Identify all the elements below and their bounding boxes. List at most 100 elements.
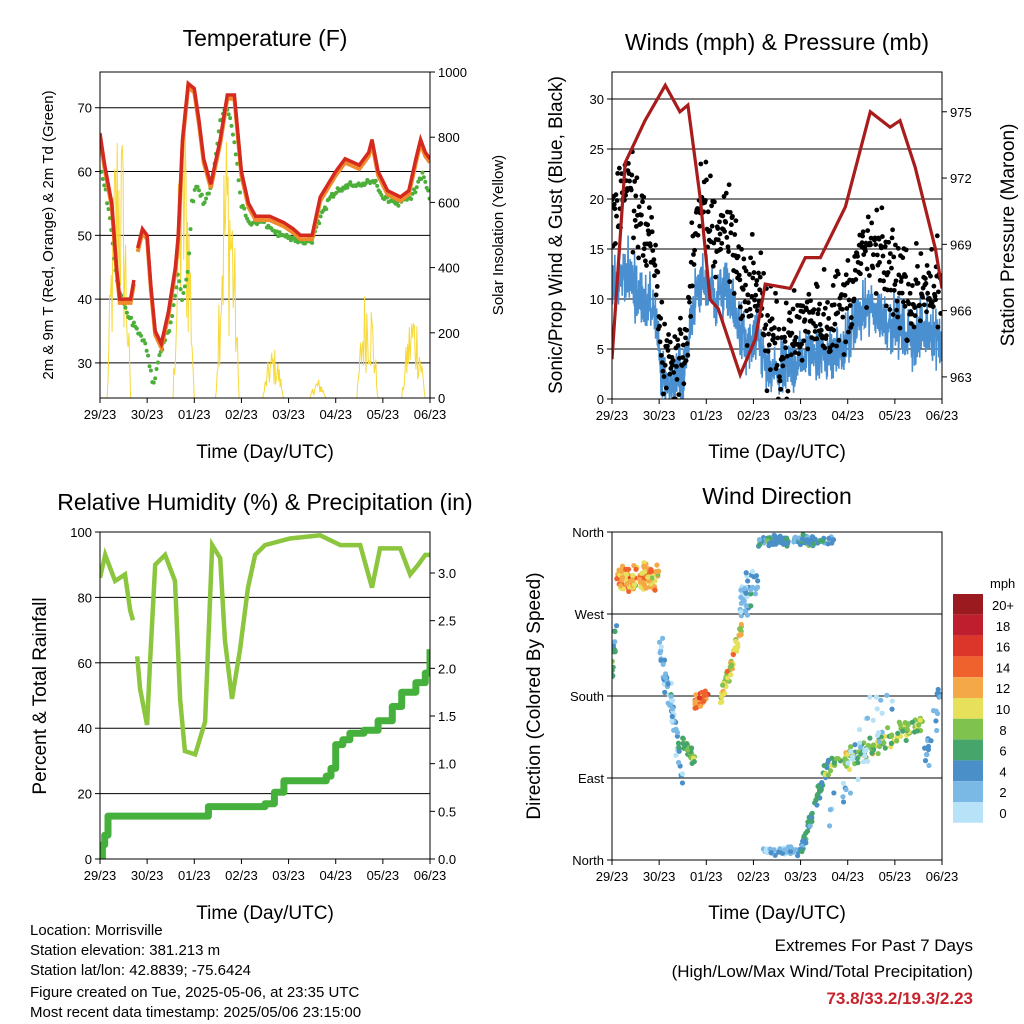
gust-point <box>870 265 876 271</box>
gust-point <box>870 252 876 258</box>
gust-point <box>887 251 893 257</box>
y-right-tick-label: 1.5 <box>438 709 456 724</box>
gust-point <box>686 295 692 301</box>
gust-point <box>657 339 663 345</box>
wind-direction-point <box>660 635 666 641</box>
wind-direction-point <box>835 755 841 762</box>
wind-direction-point <box>743 570 749 576</box>
legend-label: 8 <box>999 723 1006 738</box>
dewpoint-point <box>229 123 234 128</box>
dewpoint-point <box>317 221 322 226</box>
legend-label: 2 <box>999 785 1006 800</box>
wind-direction-point <box>752 591 758 597</box>
gust-point <box>689 283 695 289</box>
gust-point <box>711 240 717 246</box>
gust-point <box>931 283 937 289</box>
gust-point <box>855 253 860 259</box>
gust-point <box>835 310 841 316</box>
gust-point <box>917 302 923 308</box>
dewpoint-point <box>181 291 186 296</box>
gust-point <box>906 281 911 287</box>
wind-direction-point <box>826 535 832 542</box>
wind-direction-point <box>675 759 682 766</box>
wind-direction-point <box>669 706 676 712</box>
wind-direction-point <box>719 699 725 705</box>
wind-direction-point <box>888 733 894 740</box>
gust-point <box>821 311 826 317</box>
gust-point <box>728 230 734 236</box>
gust-point <box>632 179 638 184</box>
gust-point <box>743 282 748 288</box>
wind-direction-point <box>748 591 754 597</box>
gust-point <box>784 396 790 399</box>
plot-area-3 <box>612 532 942 859</box>
gust-point <box>874 252 880 258</box>
dewpoint-point <box>197 188 201 193</box>
wind-direction-point <box>738 600 744 606</box>
wind-direction-point <box>641 582 647 588</box>
wind-direction-point <box>633 566 639 572</box>
gust-point <box>651 257 657 263</box>
wind-direction-point <box>619 575 626 581</box>
gust-point <box>781 326 787 332</box>
gust-point <box>712 259 718 265</box>
gust-point <box>892 282 898 287</box>
wind-direction-point <box>787 848 794 854</box>
wind-direction-point <box>825 541 831 547</box>
dewpoint-point <box>284 232 289 237</box>
gust-point <box>753 292 759 298</box>
gust-point <box>787 310 793 316</box>
gust-point <box>691 252 696 257</box>
gust-point <box>640 253 646 258</box>
gust-point <box>641 246 647 252</box>
gust-point <box>847 303 853 308</box>
latlon-text: Station lat/lon: 42.8839; -75.6424 <box>30 962 251 979</box>
gust-point <box>904 338 910 344</box>
y-tick-label: 0 <box>597 392 604 407</box>
legend-swatch <box>953 656 983 678</box>
gust-point <box>930 304 936 309</box>
y-right-tick-label: 800 <box>438 130 460 145</box>
dewpoint-point <box>141 338 146 343</box>
wind-direction-point <box>676 748 682 754</box>
gust-point <box>745 292 751 298</box>
temperature-xlabel: Time (Day/UTC) <box>196 442 334 463</box>
gust-point <box>912 305 918 310</box>
y-tick-label: 30 <box>590 92 604 107</box>
panel-0: 30 40 50 60 70 0 200 400 600 800 1000 29/23 30/23 01/… <box>78 65 467 422</box>
gust-point <box>818 327 824 333</box>
y-right-tick-label: 600 <box>438 195 460 210</box>
gust-point <box>801 338 807 344</box>
gust-point <box>675 337 681 343</box>
wind-direction-point <box>728 672 734 678</box>
wind-direction-point <box>858 751 864 757</box>
gust-point <box>781 356 786 361</box>
gust-point <box>899 290 905 296</box>
gust-point <box>667 371 673 377</box>
wind-direction-point <box>738 609 744 615</box>
dewpoint-point <box>339 188 344 193</box>
gust-point <box>631 235 636 241</box>
gust-point <box>865 214 871 220</box>
gust-point <box>756 270 761 276</box>
gust-point <box>705 209 711 215</box>
wind-direction-point <box>630 573 636 579</box>
gust-point <box>771 335 777 341</box>
gust-point <box>659 299 665 305</box>
x-tick-label: 01/23 <box>690 869 723 884</box>
dewpoint-point <box>226 112 231 117</box>
gust-point <box>843 339 849 345</box>
gust-point <box>765 348 771 354</box>
x-tick-label: 29/23 <box>596 869 629 884</box>
wind-direction-point <box>792 535 798 541</box>
dewpoint-point <box>426 188 430 193</box>
timestamp-text: Most recent data timestamp: 2025/05/06 2… <box>30 1004 361 1021</box>
gust-point <box>877 260 882 265</box>
gust-point <box>860 233 866 239</box>
gust-point <box>691 262 697 267</box>
dewpoint-point <box>414 185 419 190</box>
gust-point <box>657 323 662 329</box>
wind-direction-point <box>669 713 675 720</box>
gust-point <box>740 313 746 319</box>
gust-point <box>827 348 833 354</box>
